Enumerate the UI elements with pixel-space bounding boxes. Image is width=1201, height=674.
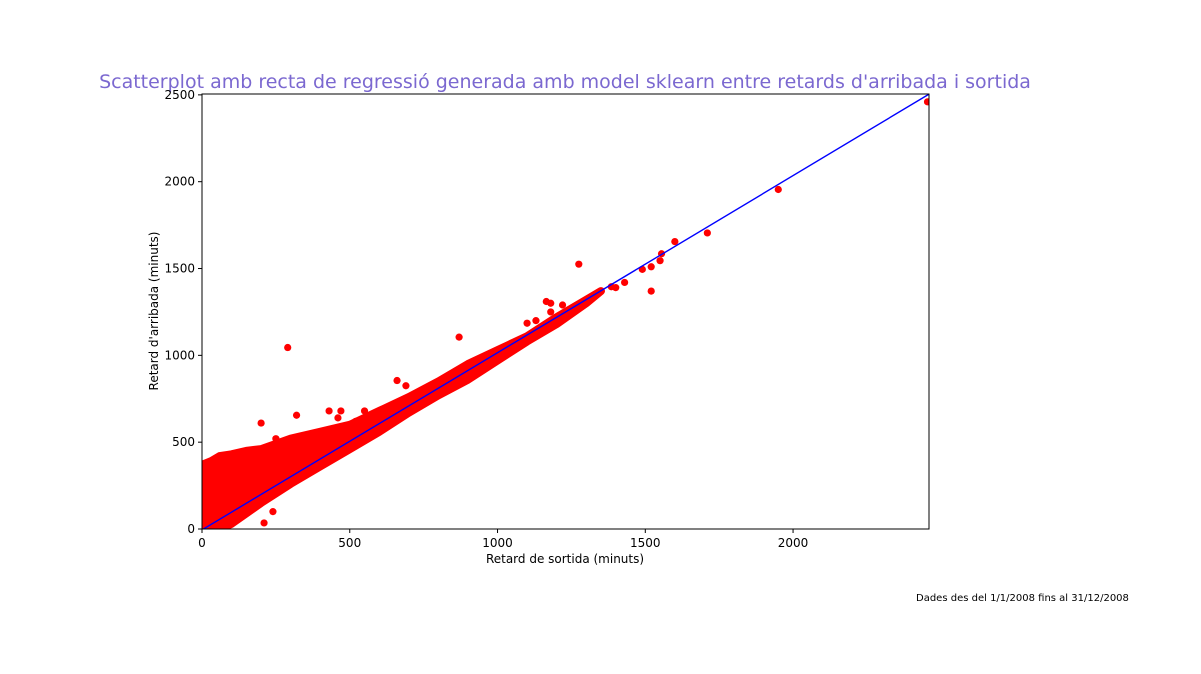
plot-area: [202, 94, 929, 529]
scatter-point: [671, 238, 679, 246]
scatter-point: [269, 508, 277, 516]
y-tick-label: 0: [187, 522, 195, 536]
y-tick-label: 1000: [164, 348, 195, 362]
scatter-point: [542, 297, 550, 306]
scatter-point: [523, 319, 531, 327]
scatter-point: [325, 407, 333, 415]
scatter-point: [402, 382, 410, 390]
scatter-point: [257, 419, 265, 427]
y-axis-label: Retard d'arribada (minuts): [147, 232, 161, 391]
scatter-point: [621, 278, 629, 287]
x-tick-label: 2000: [778, 536, 809, 550]
y-axis: 0 500 1000 1500 2000 2500: [164, 88, 202, 536]
scatter-point: [656, 257, 664, 265]
regression-line: [202, 94, 929, 529]
scatter-point: [547, 308, 555, 316]
x-tick-label: 1000: [482, 536, 513, 550]
date-range-note: Dades des del 1/1/2008 fins al 31/12/200…: [916, 593, 1129, 604]
scatter-point: [647, 263, 655, 271]
y-tick-label: 2500: [164, 88, 195, 102]
x-axis-label: Retard de sortida (minuts): [486, 552, 644, 566]
scatter-point: [352, 417, 360, 425]
x-tick-label: 1500: [630, 536, 661, 550]
scatter-point: [923, 98, 929, 106]
scatter-point: [703, 229, 711, 237]
scatter-point: [575, 260, 583, 268]
scatter-point: [292, 411, 301, 419]
chart-title: Scatterplot amb recta de regressió gener…: [99, 71, 1031, 93]
scatter-point: [558, 301, 567, 309]
y-tick-label: 1500: [164, 262, 195, 276]
y-tick-label: 2000: [164, 175, 195, 189]
scatter-point: [774, 185, 782, 194]
scatter-point: [334, 414, 342, 422]
outlier-points: [257, 98, 929, 527]
x-tick-label: 0: [198, 536, 206, 550]
scatter-point: [532, 317, 540, 325]
scatter-point: [455, 333, 463, 341]
scatter-point: [260, 519, 268, 527]
scatter-point: [337, 407, 345, 415]
y-tick-label: 500: [172, 435, 195, 449]
scatter-point: [393, 376, 401, 385]
x-axis: 0 500 1000 1500 2000: [198, 529, 808, 550]
scatter-point: [272, 435, 280, 443]
plot-frame: [201, 93, 930, 530]
scatter-point: [284, 343, 292, 352]
scatter-point: [360, 407, 369, 415]
scatter-point: [647, 287, 655, 295]
x-tick-label: 500: [338, 536, 361, 550]
